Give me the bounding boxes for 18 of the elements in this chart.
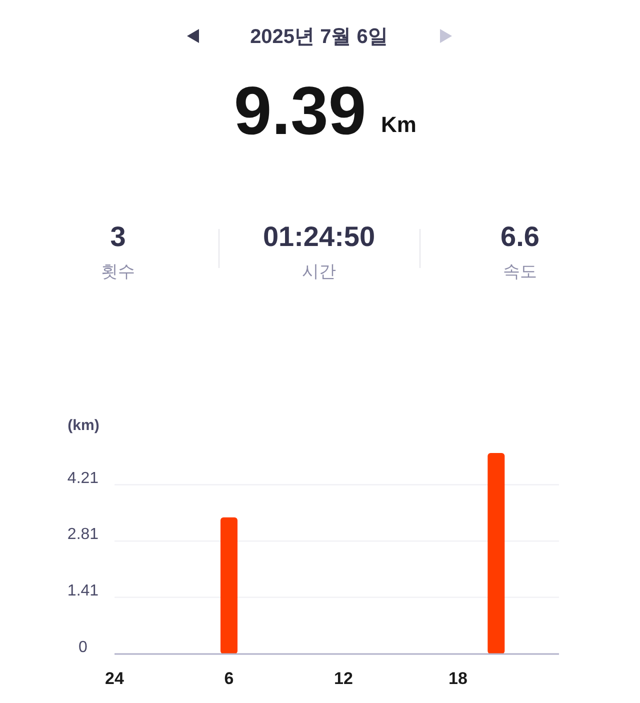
text: 9.39 <box>234 73 366 149</box>
text: 속도 <box>503 262 537 281</box>
y-tick-label: 2.81 <box>67 526 99 544</box>
text: Km <box>381 112 416 137</box>
y-tick-label: 4.21 <box>67 470 99 487</box>
x-tick-label: 6 <box>224 669 234 688</box>
y-axis-title: (km) <box>68 417 100 434</box>
chart-title: 2025년 7월 6일 <box>250 26 388 48</box>
text: 01:24:50 <box>262 221 376 252</box>
y-tick-label: 0 <box>78 639 88 656</box>
text: 3 <box>110 221 126 252</box>
x-tick-label: 18 <box>448 669 468 688</box>
y-tick-label: 1.41 <box>67 582 99 600</box>
x-tick-label: 12 <box>334 669 353 688</box>
text: 시간 <box>302 262 336 281</box>
text: 횟수 <box>101 262 135 281</box>
text: 6.6 <box>500 221 540 252</box>
x-tick-label: 24 <box>105 669 124 688</box>
